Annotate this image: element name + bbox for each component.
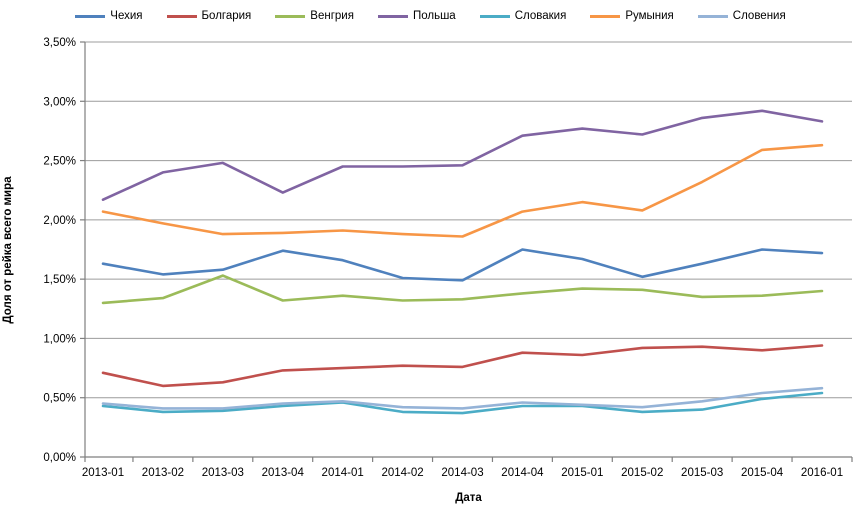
series-line-Чехия [101,248,824,282]
legend-item-Польша: Польша [377,10,456,22]
x-tick-label: 2013-02 [142,467,184,479]
x-tick-label: 2014-04 [501,467,544,479]
legend-item-Болгария: Болгария [166,10,252,22]
legend-line-swatch [377,14,408,18]
legend-label: Польша [412,10,456,22]
series-line-Румыния [101,143,824,238]
x-tick-label: 2015-04 [741,467,784,479]
y-tick-label: 2,50% [43,156,76,168]
y-tick-label: 0,50% [43,393,76,405]
legend-item-Венгрия: Венгрия [275,10,354,22]
y-axis-title: Доля от рейка всего мира [2,176,14,324]
y-tick-label: 0,00% [43,452,76,464]
x-axis-title: Дата [455,492,482,504]
legend-item-Чехия: Чехия [75,10,143,22]
y-tick-label: 2,00% [43,215,76,227]
legend-label: Венгрия [310,10,354,22]
x-tick-label: 2013-04 [262,467,305,479]
legend-line-swatch [590,14,621,18]
legend-item-Словакия: Словакия [479,10,567,22]
legend-label: Болгария [201,10,252,22]
legend-item-Румыния: Румыния [590,10,674,22]
legend-line-swatch [75,14,106,18]
x-tick-label: 2014-01 [322,467,364,479]
y-tick-label: 3,50% [43,37,76,49]
x-tick-label: 2015-01 [561,467,603,479]
x-tick-label: 2016-01 [801,467,843,479]
series-line-Польша [101,109,824,201]
x-tick-label: 2013-01 [82,467,124,479]
x-tick-label: 2015-02 [621,467,663,479]
legend-line-swatch [275,14,306,18]
legend-label: Румыния [625,10,674,22]
x-tick-label: 2013-03 [202,467,244,479]
legend-label: Словения [732,10,786,22]
y-tick-label: 3,00% [43,96,76,108]
series-line-Словакия [101,391,824,415]
y-tick-label: 1,00% [43,333,76,345]
series-line-Словения [101,386,824,410]
y-tick-label: 1,50% [43,274,76,286]
legend-line-swatch [697,14,728,18]
legend-label: Словакия [514,10,567,22]
legend-line-swatch [479,14,510,18]
legend-label: Чехия [110,10,143,22]
x-tick-label: 2014-03 [441,467,483,479]
series-line-Болгария [101,344,824,388]
legend-item-Словения: Словения [697,10,786,22]
chart-legend: Чехия Болгария Венгрия Польша Словакия Румыни… [0,6,861,26]
x-tick-label: 2015-03 [681,467,723,479]
series-line-Венгрия [101,274,824,305]
legend-line-swatch [166,14,197,18]
x-tick-label: 2014-02 [381,467,423,479]
